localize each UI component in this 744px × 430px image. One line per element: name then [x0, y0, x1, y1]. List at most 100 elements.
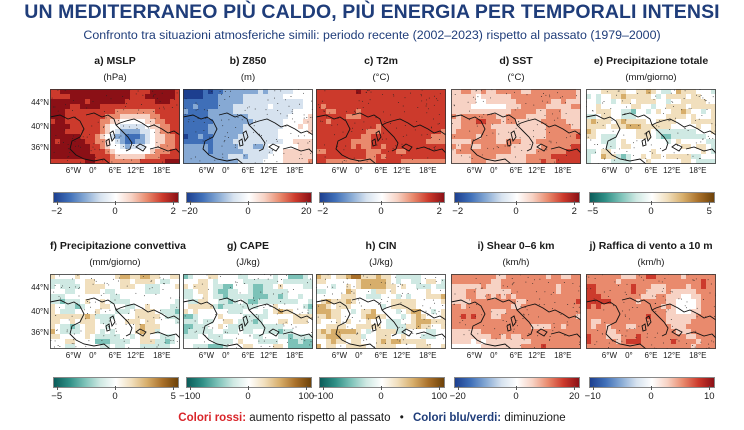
panel-unit: (mm/giorno)	[625, 72, 677, 83]
panel-unit: (km/h)	[637, 257, 665, 268]
anomaly-map	[586, 89, 716, 164]
colorbar-tick	[381, 201, 382, 205]
colorbar-tick	[189, 386, 191, 390]
panel-unit: (J/kg)	[369, 257, 393, 268]
panel-title: g) CAPE	[227, 240, 269, 252]
colorbar-tick-label: −5	[587, 206, 599, 217]
colorbar	[53, 192, 179, 203]
panel-title: h) CIN	[365, 240, 397, 252]
colorbar-tick	[115, 201, 116, 205]
longitude-tick-label: 12°E	[260, 351, 278, 360]
latitude-tick-label: 44°N	[31, 282, 49, 292]
longitude-tick-label: 12°E	[663, 166, 681, 175]
colorbar	[53, 377, 179, 388]
longitude-tick-label: 0°	[222, 351, 230, 360]
longitude-tick-label: 18°E	[153, 166, 171, 175]
panel-title: e) Precipitazione totale	[593, 55, 709, 67]
longitude-tick-label: 6°E	[108, 351, 122, 360]
longitude-tick-label: 6°W	[331, 166, 347, 175]
colorbar-tick-label: 0	[513, 391, 519, 402]
colorbar-tick-label: 0	[648, 391, 654, 402]
colorbar-tick	[574, 201, 576, 205]
colorbar-tick	[381, 386, 382, 390]
colorbar-tick	[173, 201, 175, 205]
colorbar-tick	[173, 386, 175, 390]
colorbar-tick-label: 2	[436, 206, 442, 217]
colorbar	[186, 192, 312, 203]
longitude-tick-label: 12°E	[393, 351, 411, 360]
anomaly-map	[183, 89, 313, 164]
longitude-tick-label: 6°W	[466, 351, 482, 360]
colorbar-tick	[189, 201, 191, 205]
colorbar-tick	[439, 201, 441, 205]
colorbar	[454, 377, 580, 388]
colorbar-tick	[322, 201, 324, 205]
longitude-tick-label: 12°E	[127, 166, 145, 175]
longitude-tick-label: 0°	[355, 166, 363, 175]
longitude-tick-label: 18°E	[153, 351, 171, 360]
panel-unit: (°C)	[507, 72, 525, 83]
longitude-tick-label: 6°E	[374, 166, 388, 175]
latitude-tick-label: 40°N	[31, 121, 49, 131]
panel-title: f) Precipitazione convettiva	[50, 240, 186, 252]
latitude-tick-label: 36°N	[31, 142, 49, 152]
longitude-tick-label: 6°W	[601, 351, 617, 360]
longitude-tick-label: 12°E	[663, 351, 681, 360]
colorbar	[319, 377, 445, 388]
anomaly-map	[316, 274, 446, 349]
colorbar-tick-label: 2	[170, 206, 176, 217]
longitude-tick-label: 18°E	[286, 351, 304, 360]
colorbar-tick	[457, 386, 459, 390]
legend-red-text: aumento rispetto al passato	[249, 412, 391, 424]
colorbar-tick	[306, 201, 308, 205]
panel-title: i) Shear 0–6 km	[477, 240, 555, 252]
longitude-tick-label: 18°E	[689, 166, 707, 175]
colorbar-tick	[516, 386, 517, 390]
panel-unit: (mm/giorno)	[89, 257, 141, 268]
colorbar-tick-label: −20	[449, 391, 466, 402]
longitude-tick-label: 12°E	[528, 166, 546, 175]
panel-unit: (J/kg)	[236, 257, 260, 268]
longitude-tick-label: 0°	[625, 351, 633, 360]
colorbar	[186, 377, 312, 388]
colorbar-tick	[56, 201, 58, 205]
longitude-tick-label: 6°W	[65, 166, 81, 175]
colorbar-tick	[592, 386, 594, 390]
longitude-tick-label: 0°	[89, 351, 97, 360]
color-legend-footer: Colori rossi: aumento rispetto al passat…	[0, 412, 744, 424]
colorbar	[589, 192, 715, 203]
longitude-tick-label: 0°	[222, 166, 230, 175]
panel-unit: (km/h)	[502, 257, 530, 268]
colorbar-tick	[306, 386, 308, 390]
colorbar-tick	[56, 386, 58, 390]
colorbar	[589, 377, 715, 388]
longitude-tick-label: 6°E	[509, 166, 523, 175]
anomaly-map	[586, 274, 716, 349]
colorbar-tick-label: 0	[112, 206, 118, 217]
colorbar-tick	[592, 201, 594, 205]
longitude-tick-label: 12°E	[528, 351, 546, 360]
panel-title: d) SST	[499, 55, 533, 67]
colorbar-tick-label: −2	[317, 206, 329, 217]
legend-separator: •	[399, 412, 404, 424]
colorbar-tick	[709, 386, 711, 390]
colorbar-tick-label: −2	[51, 206, 63, 217]
longitude-tick-label: 6°E	[108, 166, 122, 175]
longitude-tick-label: 6°W	[466, 166, 482, 175]
anomaly-map	[50, 274, 180, 349]
longitude-tick-label: 0°	[355, 351, 363, 360]
colorbar	[454, 192, 580, 203]
longitude-tick-label: 18°E	[554, 166, 572, 175]
longitude-tick-label: 6°E	[644, 166, 658, 175]
anomaly-map	[451, 89, 581, 164]
longitude-tick-label: 12°E	[260, 166, 278, 175]
panel-unit: (°C)	[372, 72, 390, 83]
longitude-tick-label: 6°E	[241, 166, 255, 175]
legend-blue-text: diminuzione	[504, 412, 566, 424]
panel-title: c) T2m	[364, 55, 398, 67]
panel-title: b) Z850	[229, 55, 267, 67]
longitude-tick-label: 0°	[490, 166, 498, 175]
longitude-tick-label: 18°E	[419, 166, 437, 175]
longitude-tick-label: 6°E	[509, 351, 523, 360]
colorbar-tick-label: −100	[179, 391, 201, 402]
